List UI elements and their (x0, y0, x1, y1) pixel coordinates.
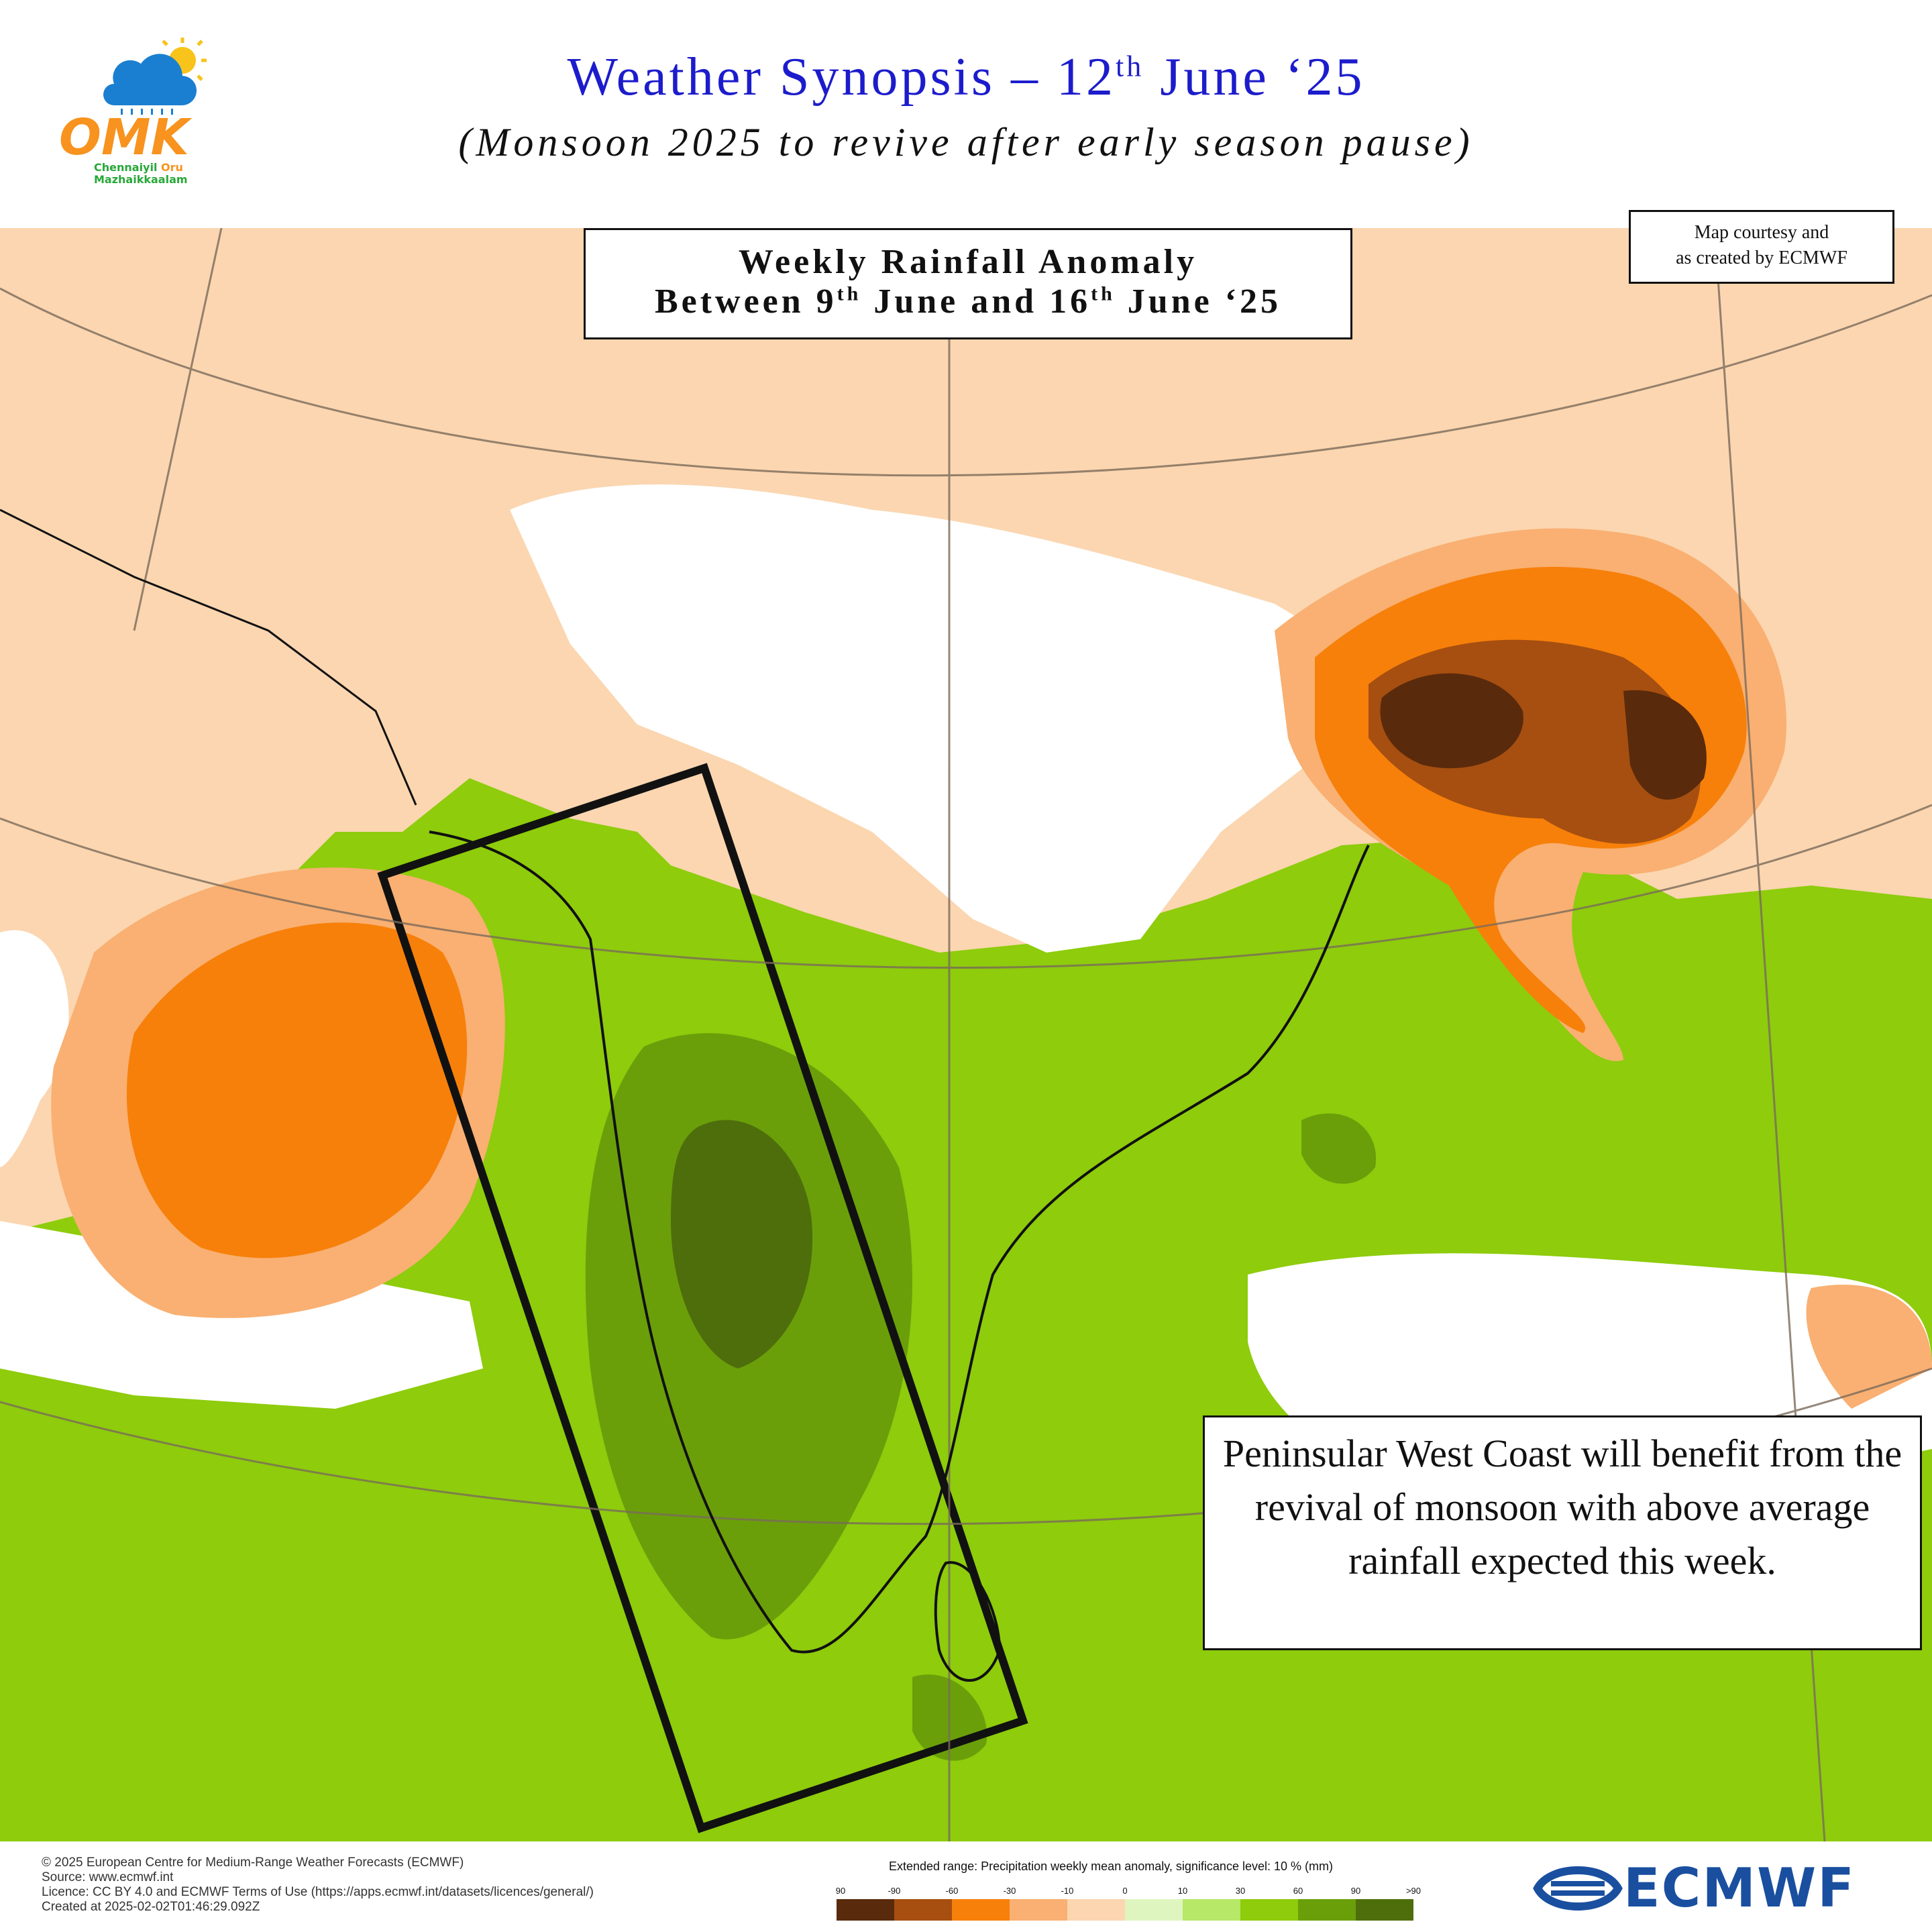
forecast-note-box: Peninsular West Coast will benefit from … (1203, 1415, 1922, 1650)
legend-tick-label: -60 (946, 1886, 959, 1896)
courtesy-line2: as created by ECMWF (1676, 248, 1847, 268)
white-region (510, 484, 1375, 953)
legend-tick-label: -30 (1004, 1886, 1016, 1896)
page-title: Weather Synopsis – 12th June ‘25 (567, 48, 1365, 107)
footer-licence: Licence: CC BY 4.0 and ECMWF Terms of Us… (42, 1885, 594, 1899)
footer-source: Source: www.ecmwf.int (42, 1870, 174, 1884)
footer-created: Created at 2025-02-02T01:46:29.092Z (42, 1900, 260, 1914)
legend-swatch (1183, 1899, 1240, 1921)
ecmwf-wordmark: ECMWF (1623, 1857, 1856, 1919)
ecmwf-logo-icon (1533, 1866, 1623, 1911)
legend-swatch (1125, 1899, 1183, 1921)
svg-text:OMK: OMK (59, 109, 193, 166)
legend-swatch (894, 1899, 952, 1921)
courtesy-line1: Map courtesy and (1694, 222, 1829, 243)
orange-region-arabian (126, 922, 468, 1258)
legend-tick-label: 60 (1293, 1886, 1303, 1896)
legend-tick-label: 10 (1178, 1886, 1187, 1896)
darkest-green-region (671, 1120, 813, 1368)
legend-swatch (1010, 1899, 1067, 1921)
legend-tick-label: 90 (1351, 1886, 1360, 1896)
courtesy-box: Map courtesy and as created by ECMWF (1629, 210, 1894, 284)
highlight-rectangle (377, 763, 1028, 1833)
legend-swatch (1067, 1899, 1125, 1921)
footer-credits: © 2025 European Centre for Medium-Range … (42, 1856, 594, 1915)
legend-tick-label: >90 (1406, 1886, 1421, 1896)
legend-swatch (1356, 1899, 1413, 1921)
omk-logo: OMK Chennaiyil Oru Mazhaikkaalam (23, 20, 207, 195)
anomaly-title-box: Weekly Rainfall Anomaly Between 9th June… (584, 228, 1352, 339)
legend-tick-label: 0 (1122, 1886, 1127, 1896)
legend-swatch (837, 1899, 894, 1921)
legend-swatch (952, 1899, 1010, 1921)
legend-tick-label: -10 (1061, 1886, 1074, 1896)
legend-title: Extended range: Precipitation weekly mea… (889, 1860, 1333, 1873)
legend-swatch (1298, 1899, 1356, 1921)
legend-tick-label: 30 (1236, 1886, 1245, 1896)
legend-tick-label: <-90 (835, 1886, 845, 1896)
anomaly-title-line2: Between 9th June and 16th June ‘25 (654, 282, 1282, 321)
anomaly-title-line1: Weekly Rainfall Anomaly (738, 243, 1198, 281)
svg-text:Chennaiyil Oru: Chennaiyil Oru (94, 161, 183, 174)
svg-text:Mazhaikkaalam: Mazhaikkaalam (94, 173, 188, 186)
color-legend: <-90 -90 -60 -30 -10 0 10 30 60 90 >90 (835, 1886, 1421, 1921)
legend-swatch (1240, 1899, 1298, 1921)
footer-copyright: © 2025 European Centre for Medium-Range … (42, 1856, 464, 1870)
page-subtitle: (Monsoon 2025 to revive after early seas… (458, 120, 1474, 164)
legend-tick-label: -90 (888, 1886, 901, 1896)
dark-brown-region (1380, 673, 1523, 769)
